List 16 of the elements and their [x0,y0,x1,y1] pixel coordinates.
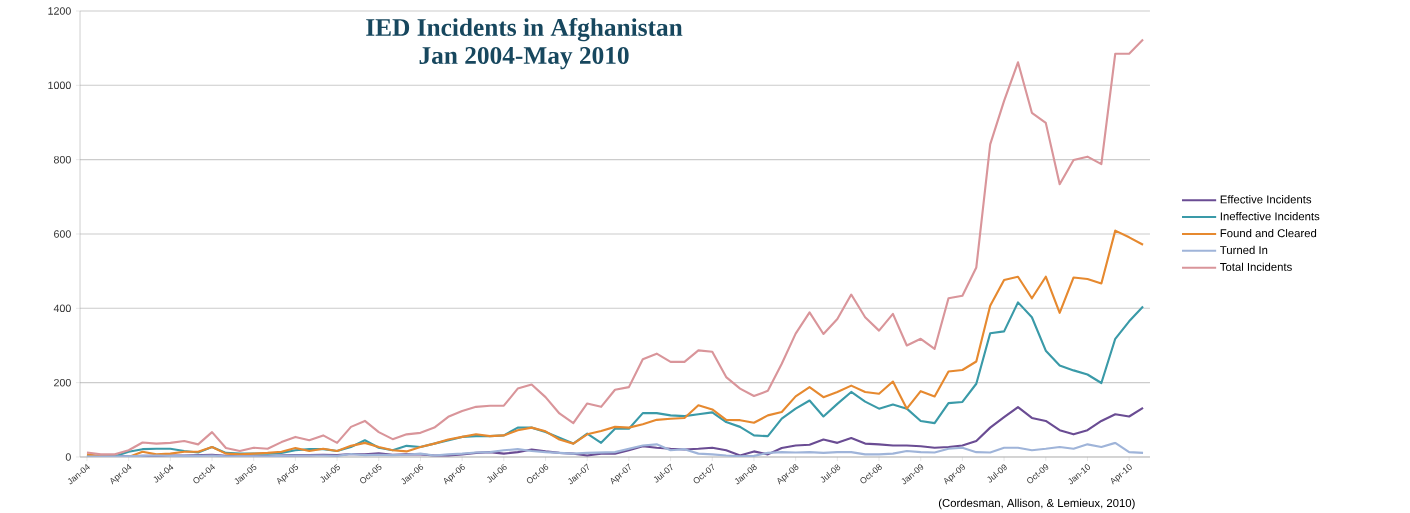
legend-label: Ineffective Incidents [1220,212,1320,221]
text: (Cordesman, Allison, & Lemieux, 2010) [938,498,1135,510]
line-series [85,229,1145,457]
legend-label: Effective Incidents [1220,195,1312,204]
text: Jan 2004-May 2010 [419,46,629,70]
y-tick-label: 200 [54,378,71,387]
y-tick-label: 400 [53,304,71,313]
chart-title: IED Incidents in Afghanistan [366,17,683,42]
legend-label: Turned In [1220,245,1268,255]
legend-label: Total Incidents [1220,262,1292,271]
y-tick-label: 800 [53,155,71,164]
y-tick-label: 0 [65,453,71,461]
y-tick-label: 600 [54,230,71,238]
y-tick-label: 1200 [48,7,71,15]
y-tick-label: 1000 [48,81,71,90]
legend-label: Found and Cleared [1220,228,1317,238]
